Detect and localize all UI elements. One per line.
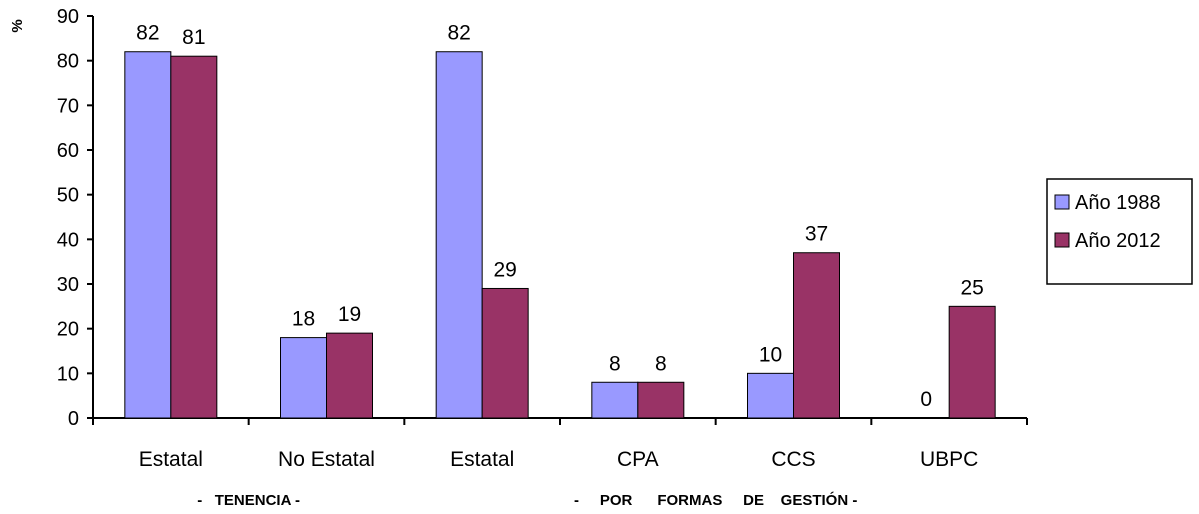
y-tick-label: 50: [57, 185, 79, 207]
legend: Año 1988 Año 2012: [1046, 178, 1193, 285]
bar: [435, 51, 483, 419]
legend-box: [1046, 178, 1193, 285]
group-label: - TENENCIA -: [197, 492, 300, 509]
data-label: 18: [292, 308, 315, 331]
data-label: 19: [338, 303, 361, 326]
bar: [747, 372, 794, 419]
legend-swatch: [1054, 232, 1070, 248]
legend-entry: Año 2012: [1075, 230, 1161, 252]
data-label: 82: [447, 22, 470, 45]
group-label: - POR FORMAS DE GESTIÓN -: [574, 491, 857, 509]
data-label: 81: [182, 26, 205, 49]
y-tick-label: 30: [57, 274, 79, 296]
data-label: 25: [960, 276, 983, 299]
y-tick-label: 0: [68, 408, 79, 430]
data-label: 29: [493, 258, 516, 281]
y-tick-label: 20: [57, 319, 79, 341]
x-category-label: UBPC: [920, 448, 978, 471]
bar: [948, 305, 996, 419]
group-labels: - TENENCIA - - POR FORMAS DE GESTIÓN -: [197, 491, 857, 509]
bars: [124, 51, 996, 419]
y-tick-label: 80: [57, 51, 79, 73]
x-category-label: CCS: [771, 448, 815, 471]
x-category-label: Estatal: [450, 448, 514, 471]
data-label: 10: [759, 343, 782, 366]
data-label: 8: [609, 352, 621, 375]
y-tick-label: 40: [57, 229, 79, 251]
legend-entry: Año 1988: [1075, 192, 1161, 214]
data-label: 37: [805, 223, 828, 246]
bar: [170, 55, 218, 419]
bar: [481, 287, 529, 419]
data-label: 82: [136, 22, 159, 45]
x-category-label: No Estatal: [278, 448, 375, 471]
y-axis-label: %: [9, 19, 26, 32]
x-category-label: Estatal: [139, 448, 203, 471]
bar: [637, 381, 685, 419]
legend-swatch: [1054, 194, 1070, 210]
data-label: 8: [655, 352, 667, 375]
y-tick-label: 60: [57, 140, 79, 162]
bar: [326, 332, 373, 419]
bar: [280, 337, 327, 419]
bar: [591, 381, 639, 419]
y-tick-label: 10: [57, 363, 79, 385]
data-labels: 82 18 82 8 10 0 81 19 29 8 37 25: [136, 22, 984, 411]
y-tick-label: 70: [57, 95, 79, 117]
data-label: 0: [920, 388, 932, 411]
x-axis: Estatal No Estatal Estatal CPA CCS UBPC: [92, 417, 1028, 471]
bar: [793, 252, 840, 419]
x-category-label: CPA: [617, 448, 659, 471]
bar: [124, 51, 172, 419]
y-tick-label: 90: [57, 6, 79, 28]
y-axis: 0 10 20 30 40 50 60 70 80 90%: [9, 6, 94, 430]
